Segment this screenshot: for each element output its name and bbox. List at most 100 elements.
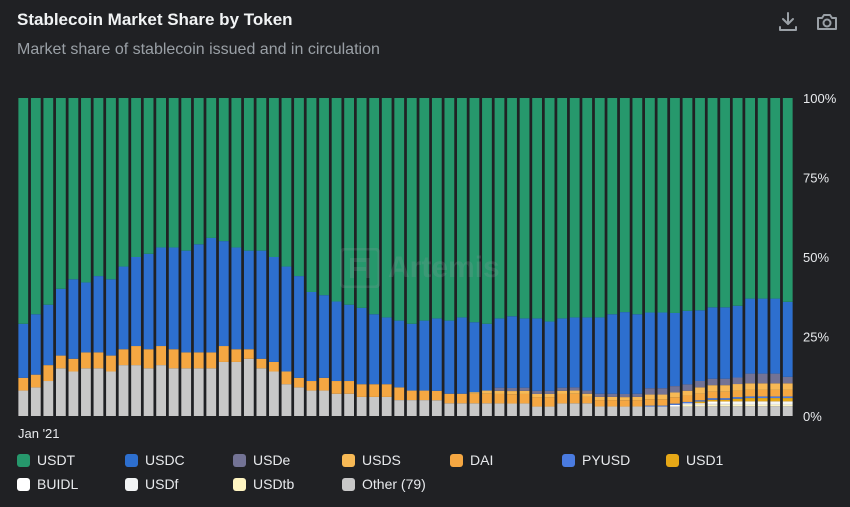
bar-segment-usdc-16[interactable]	[218, 241, 229, 347]
bar-segment-dai-53[interactable]	[682, 395, 693, 402]
bar-segment-dai-30[interactable]	[394, 387, 405, 401]
bar-segment-usde-54[interactable]	[695, 380, 705, 388]
bar-segment-pyusd-53[interactable]	[682, 401, 693, 404]
bar-segment-other-79--36[interactable]	[469, 403, 480, 416]
bar-segment-dai-15[interactable]	[206, 352, 217, 369]
bar-segment-usdt-15[interactable]	[206, 98, 217, 238]
bar-segment-usdt-17[interactable]	[231, 98, 242, 248]
bar-segment-dai-41[interactable]	[532, 397, 542, 407]
bar-segment-other-79--47[interactable]	[607, 406, 618, 416]
bar-segment-buidl-54[interactable]	[695, 403, 705, 405]
bar-segment-usdc-6[interactable]	[93, 276, 104, 353]
bar-segment-dai-52[interactable]	[670, 397, 680, 404]
bar-segment-usdc-9[interactable]	[131, 257, 141, 347]
bar-segment-other-79--31[interactable]	[406, 400, 417, 416]
bar-segment-dai-33[interactable]	[431, 390, 442, 401]
bar-segment-usds-46[interactable]	[594, 396, 605, 401]
bar-segment-usdt-45[interactable]	[582, 98, 593, 318]
bar-segment-usde-58[interactable]	[745, 373, 756, 384]
bar-segment-usdc-5[interactable]	[81, 282, 91, 353]
bar-segment-usdt-13[interactable]	[181, 98, 192, 251]
bar-segment-usdt-39[interactable]	[507, 98, 517, 317]
bar-segment-usds-45[interactable]	[582, 393, 593, 397]
bar-segment-dai-60[interactable]	[770, 389, 781, 397]
bar-segment-dai-45[interactable]	[582, 396, 593, 404]
bar-segment-usds-53[interactable]	[682, 390, 693, 396]
bar-segment-usds-59[interactable]	[757, 383, 768, 390]
bar-segment-usde-45[interactable]	[582, 390, 593, 394]
bar-segment-usde-41[interactable]	[532, 390, 542, 394]
bar-segment-usdt-44[interactable]	[569, 98, 580, 318]
bar-segment-other-79--33[interactable]	[431, 400, 442, 416]
bar-segment-dai-0[interactable]	[18, 377, 29, 391]
bar-segment-usde-55[interactable]	[707, 378, 718, 386]
bar-segment-buidl-57[interactable]	[732, 401, 743, 403]
bar-segment-usdf-59[interactable]	[757, 402, 768, 405]
bar-segment-usdc-54[interactable]	[695, 310, 705, 381]
bar-segment-dai-21[interactable]	[281, 371, 292, 385]
bar-segment-other-79--15[interactable]	[206, 368, 217, 416]
bar-segment-usdf-57[interactable]	[732, 402, 743, 405]
bar-segment-usdt-22[interactable]	[294, 98, 304, 277]
bar-segment-usds-61[interactable]	[782, 383, 793, 390]
bar-segment-buidl-58[interactable]	[745, 401, 756, 403]
bar-segment-other-79--50[interactable]	[644, 406, 655, 416]
bar-segment-dai-4[interactable]	[68, 358, 79, 372]
bar-segment-usd1-59[interactable]	[757, 398, 768, 402]
bar-segment-other-79--42[interactable]	[544, 406, 555, 416]
bar-segment-usdc-27[interactable]	[356, 307, 367, 385]
bar-segment-usdc-8[interactable]	[118, 266, 129, 350]
bar-segment-other-79--18[interactable]	[243, 358, 254, 416]
bar-segment-other-79--0[interactable]	[18, 390, 29, 416]
bar-segment-usdc-60[interactable]	[770, 298, 781, 374]
legend-item-usdt[interactable]: USDT	[17, 450, 75, 470]
bar-segment-usdc-7[interactable]	[106, 279, 116, 356]
bar-segment-dai-9[interactable]	[131, 346, 141, 366]
bar-segment-usdc-53[interactable]	[682, 310, 693, 385]
bar-segment-usds-51[interactable]	[657, 394, 668, 400]
bar-segment-usde-57[interactable]	[732, 377, 743, 385]
bar-segment-usdt-58[interactable]	[745, 98, 756, 299]
legend-item-usdf[interactable]: USDf	[125, 474, 178, 494]
bar-segment-usds-57[interactable]	[732, 384, 743, 391]
bar-segment-usdt-33[interactable]	[431, 98, 442, 319]
bar-segment-usdc-24[interactable]	[319, 295, 329, 378]
bar-segment-usdt-4[interactable]	[68, 98, 79, 280]
bar-segment-usdt-27[interactable]	[356, 98, 367, 308]
bar-segment-dai-48[interactable]	[619, 400, 630, 407]
bar-segment-other-79--6[interactable]	[93, 368, 104, 416]
bar-segment-pyusd-59[interactable]	[757, 396, 768, 399]
bar-segment-usdt-23[interactable]	[306, 98, 317, 292]
bar-segment-dai-22[interactable]	[294, 377, 304, 388]
bar-segment-dai-54[interactable]	[695, 393, 705, 401]
bar-segment-usdc-39[interactable]	[507, 316, 517, 388]
bar-segment-usdc-18[interactable]	[243, 250, 254, 350]
bar-segment-usdt-52[interactable]	[670, 98, 680, 313]
bar-segment-dai-2[interactable]	[43, 365, 54, 382]
bar-segment-usdc-2[interactable]	[43, 304, 54, 366]
bar-segment-usdc-31[interactable]	[406, 323, 417, 391]
bar-segment-usd1-61[interactable]	[782, 398, 793, 402]
bar-segment-usds-38[interactable]	[494, 390, 505, 394]
bar-segment-buidl-61[interactable]	[782, 401, 793, 403]
bar-segment-usde-60[interactable]	[770, 373, 781, 384]
bar-segment-usdf-60[interactable]	[770, 402, 781, 405]
bar-segment-usdt-32[interactable]	[419, 98, 430, 321]
legend-item-pyusd[interactable]: PYUSD	[562, 450, 630, 470]
bar-segment-usdt-38[interactable]	[494, 98, 505, 319]
bar-segment-dai-34[interactable]	[444, 393, 455, 404]
bar-segment-other-79--5[interactable]	[81, 368, 91, 416]
legend-item-usd1[interactable]: USD1	[666, 450, 723, 470]
bar-segment-usdc-41[interactable]	[532, 318, 542, 391]
bar-segment-other-79--58[interactable]	[745, 406, 756, 416]
bar-segment-pyusd-60[interactable]	[770, 396, 781, 399]
bar-segment-other-79--13[interactable]	[181, 368, 192, 416]
bar-segment-usdt-24[interactable]	[319, 98, 329, 296]
bar-segment-usdt-30[interactable]	[394, 98, 405, 321]
bar-segment-usds-42[interactable]	[544, 393, 555, 398]
bar-segment-dai-36[interactable]	[469, 393, 480, 404]
bar-segment-dai-40[interactable]	[519, 393, 530, 404]
bar-segment-other-79--22[interactable]	[294, 387, 304, 416]
bar-segment-usds-36[interactable]	[469, 392, 480, 394]
bar-segment-other-79--46[interactable]	[594, 406, 605, 416]
